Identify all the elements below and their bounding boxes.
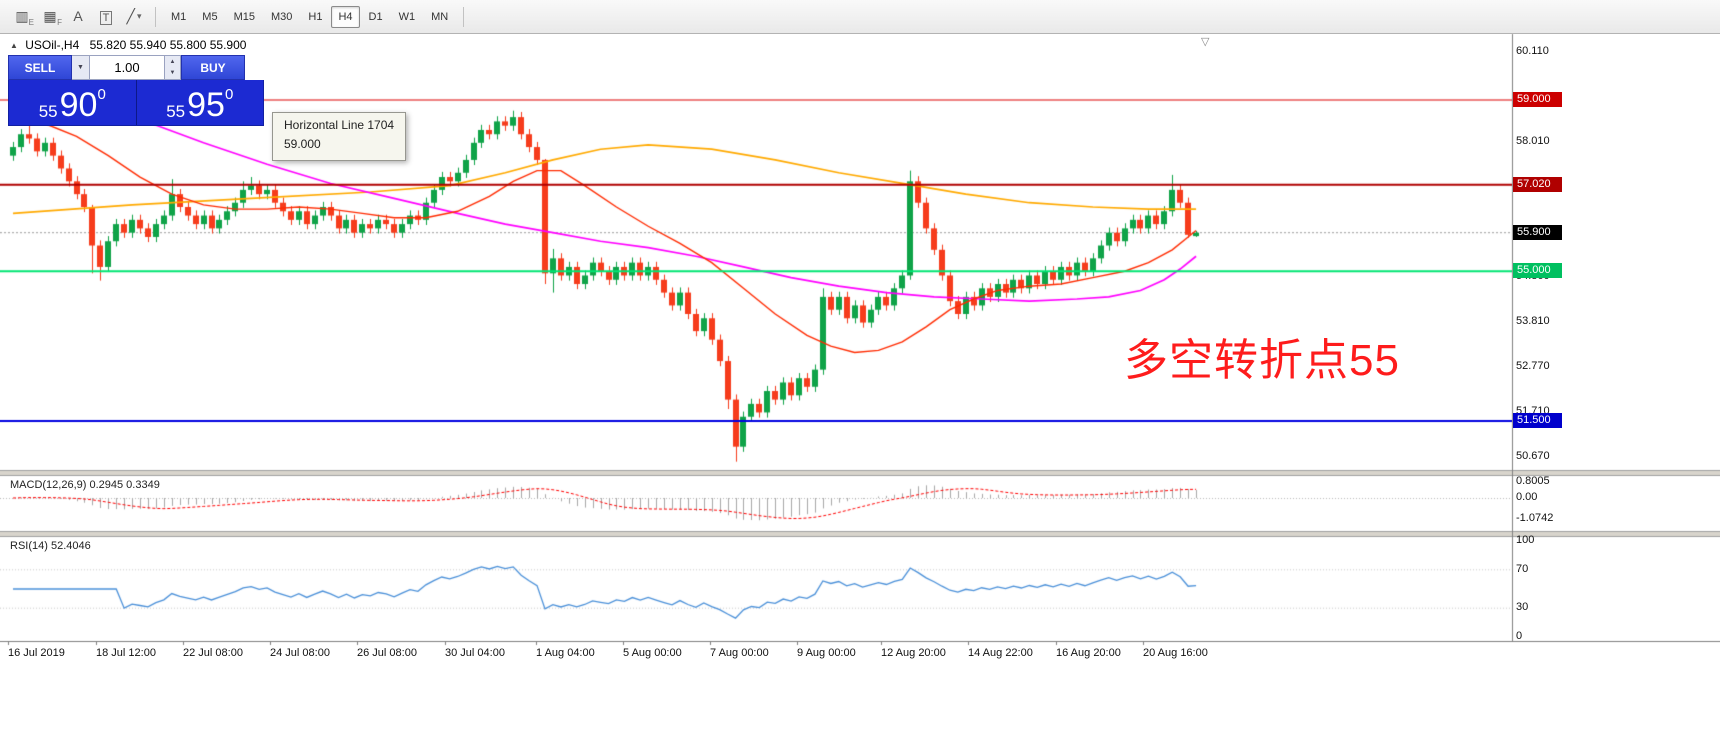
chart-text-annotation: 多空转折点55 — [1124, 336, 1400, 385]
price-axis-label: 52.770 — [1516, 359, 1550, 372]
volume-increase-button[interactable]: ▲ — [169, 58, 176, 65]
sell-price-integer: 55 — [38, 102, 58, 121]
toolbar-separator — [155, 6, 156, 27]
price-tag-51.500[interactable]: 51.500 — [1513, 413, 1562, 428]
chart-ohlc-values: 55.820 55.940 55.800 55.900 — [89, 38, 247, 52]
bid-price-tag: 55.900 — [1513, 224, 1562, 240]
rsi-axis-label: 70 — [1516, 562, 1529, 575]
time-axis-label: 9 Aug 00:00 — [797, 647, 856, 659]
rsi-axis-label: 100 — [1516, 534, 1535, 546]
time-axis-label: 20 Aug 16:00 — [1143, 647, 1208, 659]
macd-axis-label: 0.8005 — [1516, 474, 1550, 487]
time-axis-label: 1 Aug 04:00 — [536, 647, 595, 659]
time-axis-label: 26 Jul 08:00 — [357, 647, 417, 659]
indicators-icon[interactable]: ▥ E — [15, 7, 34, 28]
price-tag-57.020[interactable]: 57.020 — [1513, 176, 1562, 192]
buy-price-display[interactable]: 55 95 0 — [137, 80, 264, 125]
price-axis-label: 53.810 — [1516, 315, 1550, 328]
timeframe-button-m5[interactable]: M5 — [195, 6, 224, 28]
time-axis-label: 12 Aug 20:00 — [881, 647, 946, 659]
toolbar: ▥ E ▦ F A T ╱ ▾ M1 M5 M15 M30 H1 H4 D1 W1 MN — [0, 0, 1720, 34]
chart-shift-marker-icon[interactable]: ▽ — [1201, 36, 1210, 48]
toolbar-separator — [463, 6, 465, 27]
buy-price-pip-digit: 0 — [224, 86, 234, 103]
time-axis-label: 14 Aug 22:00 — [968, 647, 1033, 659]
volume-input[interactable] — [90, 55, 165, 80]
timeframe-button-d1[interactable]: D1 — [362, 6, 390, 28]
price-axis-label: 60.110 — [1516, 45, 1549, 58]
price-tag-55.000[interactable]: 55.000 — [1513, 263, 1562, 279]
timeframe-button-h1[interactable]: H1 — [301, 6, 329, 28]
time-axis-label: 24 Jul 08:00 — [270, 647, 330, 659]
timeframe-button-m1[interactable]: M1 — [164, 6, 193, 28]
time-axis-label: 18 Jul 12:00 — [96, 647, 156, 659]
time-axis-label: 22 Jul 08:00 — [183, 647, 243, 659]
macd-indicator-label: MACD(12,26,9) 0.2945 0.3349 — [10, 479, 160, 491]
line-studies-icon[interactable]: ╱ ▾ — [126, 7, 142, 24]
price-axis-label: 58.010 — [1516, 135, 1550, 148]
toolbar-icon-group: ▥ E ▦ F A T ╱ ▾ — [8, 4, 148, 30]
time-axis-label: 5 Aug 00:00 — [623, 647, 682, 659]
timeframe-button-m15[interactable]: M15 — [227, 6, 262, 28]
macd-axis-label: -1.0742 — [1516, 512, 1554, 525]
sell-price-big-digits: 90 — [59, 86, 98, 125]
buy-button[interactable]: BUY — [181, 55, 245, 80]
rsi-axis-label: 30 — [1516, 601, 1529, 614]
time-axis-label: 16 Jul 2019 — [8, 647, 65, 659]
grid-icon[interactable]: ▦ F — [43, 7, 62, 28]
timeframe-button-mn[interactable]: MN — [424, 6, 455, 28]
timeframe-button-m30[interactable]: M30 — [264, 6, 299, 28]
trade-panel-price-row: 55 90 0 55 95 0 — [8, 80, 264, 126]
sell-price-pip-digit: 0 — [97, 86, 106, 103]
grid-icon-sub: F — [57, 18, 62, 27]
tooltip-value: 59.000 — [284, 137, 321, 152]
rsi-axis-label: 0 — [1516, 630, 1523, 642]
chart-header: ▲ USOil-,H4 55.820 55.940 55.800 55.900 — [10, 38, 246, 52]
sell-button[interactable]: SELL — [8, 55, 72, 80]
trade-panel-top-row: SELL ▼ ▲ ▼ BUY — [8, 55, 264, 80]
macd-axis-label: 0.00 — [1516, 491, 1538, 503]
buy-price-big-digits: 95 — [187, 86, 225, 125]
volume-dropdown-button[interactable]: ▼ — [72, 55, 90, 80]
volume-spinner: ▲ ▼ — [165, 55, 181, 80]
text-label-icon[interactable]: A — [73, 7, 83, 24]
buy-price-integer: 55 — [166, 102, 186, 121]
time-axis-label: 16 Aug 20:00 — [1056, 647, 1121, 659]
timeframe-button-h4[interactable]: H4 — [331, 5, 360, 28]
price-tag-59.000[interactable]: 59.000 — [1513, 92, 1562, 107]
tooltip-title: Horizontal Line 1704 — [284, 118, 395, 132]
timeframe-button-w1[interactable]: W1 — [392, 6, 423, 28]
time-axis-label: 7 Aug 00:00 — [710, 647, 769, 659]
horizontal-line-tooltip: Horizontal Line 1704 59.000 — [272, 112, 407, 162]
volume-decrease-button[interactable]: ▼ — [169, 70, 176, 77]
sell-price-display[interactable]: 55 90 0 — [9, 80, 137, 125]
text-box-icon[interactable]: T — [93, 6, 119, 30]
symbol-marker-icon: ▲ — [10, 41, 18, 50]
one-click-trading-panel: SELL ▼ ▲ ▼ BUY 55 90 0 55 95 0 — [8, 55, 264, 126]
dropdown-caret-icon: ▾ — [136, 10, 142, 21]
rsi-indicator-label: RSI(14) 52.4046 — [10, 540, 91, 552]
time-axis-label: 30 Jul 04:00 — [445, 647, 505, 659]
indicators-icon-sub: E — [28, 18, 34, 27]
chart-symbol: USOil-,H4 — [25, 38, 80, 52]
timeframe-button-group: M1 M5 M15 M30 H1 H4 D1 W1 MN — [163, 5, 456, 28]
price-axis-label: 50.670 — [1516, 449, 1550, 462]
